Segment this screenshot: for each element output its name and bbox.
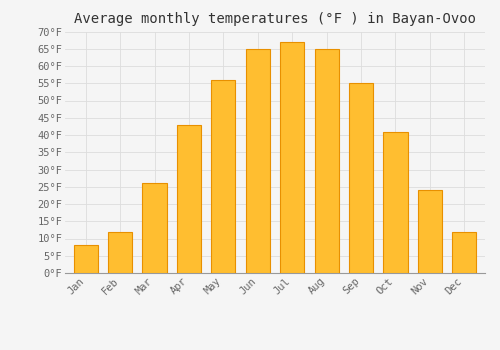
Bar bbox=[142, 183, 167, 273]
Bar bbox=[349, 83, 373, 273]
Bar bbox=[384, 132, 407, 273]
Title: Average monthly temperatures (°F ) in Bayan-Ovoo: Average monthly temperatures (°F ) in Ba… bbox=[74, 12, 476, 26]
Bar bbox=[108, 232, 132, 273]
Bar bbox=[314, 49, 338, 273]
Bar bbox=[212, 80, 236, 273]
Bar bbox=[74, 245, 98, 273]
Bar bbox=[177, 125, 201, 273]
Bar bbox=[452, 232, 476, 273]
Bar bbox=[418, 190, 442, 273]
Bar bbox=[280, 42, 304, 273]
Bar bbox=[246, 49, 270, 273]
